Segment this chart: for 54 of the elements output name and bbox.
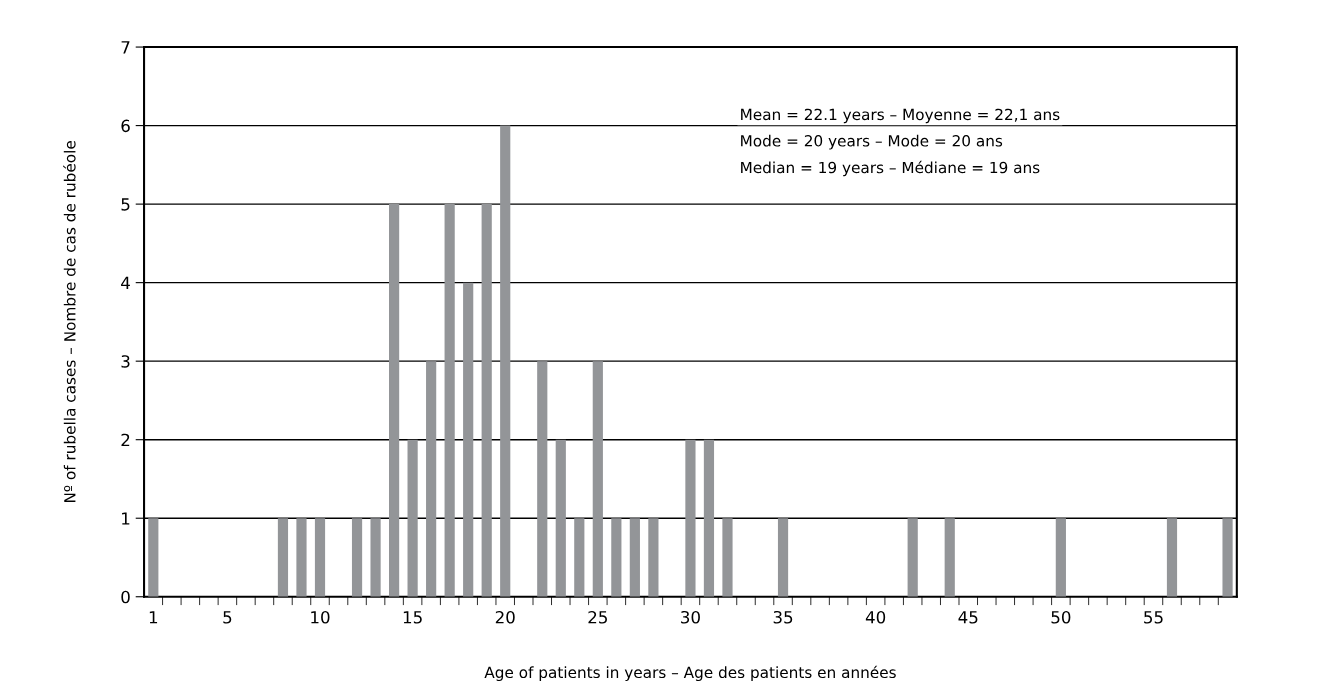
- x-tick-label: 45: [958, 611, 978, 624]
- y-tick-label: 0: [121, 590, 130, 604]
- annotation: Mean = 22.1 years – Moyenne = 22,1 ans: [741, 108, 1060, 124]
- y-tick-label: 6: [121, 119, 130, 133]
- y-tick-label: 4: [121, 276, 130, 289]
- x-tick-label: 1: [149, 611, 158, 624]
- bar: [277, 518, 289, 597]
- annotation: Mode = 20 years – Mode = 20 ans: [741, 134, 1003, 150]
- x-axis-title: Age of patients in years – Age des patients en années: [484, 665, 896, 682]
- bar: [1166, 518, 1178, 597]
- y-axis-title: Nº of rubella cases – Nombre de cas de rubéole: [63, 141, 76, 503]
- bar: [296, 518, 307, 597]
- x-tick-label: 5: [223, 611, 232, 624]
- bar: [574, 518, 585, 597]
- bar: [611, 518, 622, 597]
- bar: [629, 518, 640, 597]
- bar: [1055, 518, 1066, 597]
- bar: [722, 518, 733, 597]
- x-tick-label: 35: [773, 610, 793, 624]
- bar: [481, 204, 492, 597]
- x-tick-label: 40: [865, 610, 886, 624]
- bar: [1222, 518, 1233, 597]
- x-tick-label: 25: [588, 610, 607, 624]
- bar: [314, 518, 326, 597]
- bar: [555, 439, 566, 597]
- y-tick-label: 3: [121, 355, 130, 368]
- bar: [148, 518, 159, 597]
- y-tick-label: 5: [121, 198, 130, 211]
- x-tick-label: 20: [495, 610, 515, 624]
- bar: [500, 125, 511, 597]
- bar: [537, 361, 548, 597]
- y-tick-label: 7: [121, 41, 130, 54]
- bar: [685, 439, 696, 597]
- y-tick-label: 2: [121, 433, 130, 447]
- bar: [351, 518, 363, 597]
- x-tick-label: 15: [403, 611, 422, 624]
- bar: [944, 518, 955, 597]
- annotation: Median = 19 years – Médiane = 19 ans: [741, 160, 1040, 177]
- bar: [592, 361, 603, 597]
- bar: [703, 439, 715, 597]
- bar: [407, 439, 418, 597]
- x-tick-label: 50: [1051, 610, 1071, 624]
- bar: [648, 518, 659, 597]
- bar: [444, 204, 455, 597]
- bar: [463, 282, 474, 597]
- bar: [777, 518, 789, 597]
- bar: [907, 518, 918, 597]
- x-tick-label: 30: [681, 610, 700, 624]
- bar: [370, 518, 381, 597]
- bar: [426, 361, 437, 597]
- x-tick-label: 10: [311, 610, 330, 624]
- bar: [389, 204, 400, 597]
- y-tick-label: 1: [122, 512, 130, 525]
- x-tick-label: 55: [1144, 611, 1163, 624]
